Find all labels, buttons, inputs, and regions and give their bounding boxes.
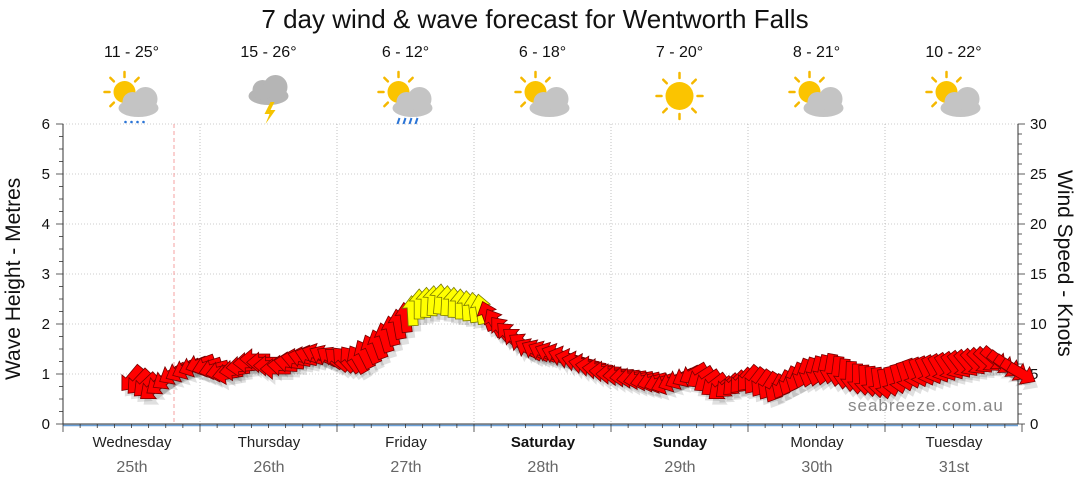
temperature-range: 6 - 12° (381, 44, 430, 61)
temperature-range: 15 - 26° (240, 44, 297, 61)
date-label: 27th (390, 459, 422, 476)
date-label: 25th (116, 459, 148, 476)
day-label: Thursday (237, 434, 301, 451)
y-left-tick-label: 4 (42, 216, 50, 233)
date-label: 28th (527, 459, 559, 476)
date-label: 29th (664, 459, 696, 476)
day-label: Tuesday (925, 434, 983, 451)
storm-cloud-icon (248, 75, 289, 124)
temperature-range: 6 - 18° (518, 44, 567, 61)
y-right-tick-label: 25 (1030, 166, 1047, 183)
day-label: Wednesday (92, 434, 172, 451)
y-right-tick-label: 30 (1030, 116, 1047, 133)
temperature-range: 11 - 25° (103, 44, 160, 61)
temperature-range: 7 - 20° (655, 44, 704, 61)
partly-cloudy-drizzle-icon (103, 70, 159, 124)
y-left-tick-label: 1 (42, 366, 50, 383)
y-left-tick-label: 0 (42, 416, 50, 433)
day-label: Saturday (510, 434, 576, 451)
y-right-tick-label: 15 (1030, 266, 1047, 283)
y-left-tick-label: 6 (42, 116, 50, 133)
date-label: 31st (938, 459, 970, 476)
y-right-tick-label: 20 (1030, 216, 1047, 233)
y-right-tick-label: 10 (1030, 316, 1047, 333)
date-label: 26th (253, 459, 285, 476)
date-label: 30th (801, 459, 833, 476)
day-label: Sunday (652, 434, 708, 451)
y-right-tick-label: 5 (1030, 366, 1038, 383)
partly-cloudy-icon (788, 70, 844, 117)
watermark: seabreeze.com.au (848, 396, 1004, 415)
partly-cloudy-icon (925, 70, 981, 117)
y-left-tick-label: 2 (42, 316, 50, 333)
day-label: Friday (385, 434, 427, 451)
day-label: Monday (790, 434, 844, 451)
y-left-tick-label: 3 (42, 266, 50, 283)
temperature-range: 10 - 22° (925, 44, 982, 61)
partly-cloudy-icon (514, 70, 570, 117)
sunny-icon (655, 71, 704, 121)
y-right-tick-label: 0 (1030, 416, 1038, 433)
wind-arrow (1005, 361, 1036, 385)
partly-cloudy-rain-icon (377, 70, 433, 125)
temperature-range: 8 - 21° (792, 44, 841, 61)
y-left-tick-label: 5 (42, 166, 50, 183)
chart-title: 7 day wind & wave forecast for Wentworth… (261, 4, 809, 34)
